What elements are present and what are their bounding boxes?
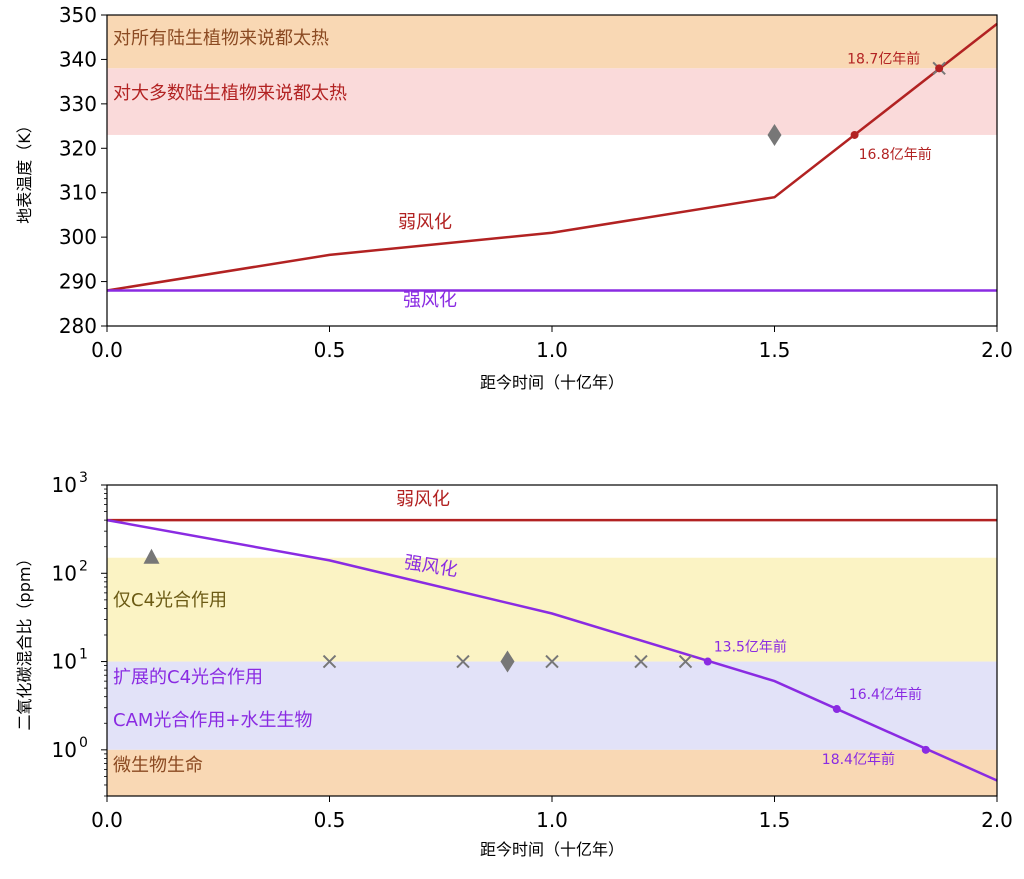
x-tick-label: 0.5 (314, 338, 346, 362)
band-label: CAM光合作用+水生生物 (113, 710, 313, 731)
y-tick-exponent: 3 (79, 470, 88, 486)
band-region (107, 68, 997, 135)
y-tick-exponent: 1 (79, 647, 88, 663)
y-axis-label: 二氧化碳混合比（ppm） (15, 551, 34, 731)
y-tick-label: 350 (59, 3, 97, 27)
annotation-label: 16.4亿年前 (849, 686, 922, 703)
plot-frame (106, 484, 998, 797)
y-tick-label: 280 (59, 314, 97, 338)
y-tick-label: 300 (59, 225, 97, 249)
x-tick-label: 0.0 (91, 808, 123, 832)
annotation-dot (850, 130, 859, 139)
y-tick-exponent: 2 (79, 558, 88, 574)
band-label: 扩展的C4光合作用 (113, 667, 263, 688)
plot-frame (106, 14, 998, 327)
y-tick-label: 10 (52, 650, 77, 674)
series-line-0 (106, 22, 998, 292)
band-region (107, 661, 997, 750)
diamond-marker (767, 123, 782, 146)
annotation-label: 13.5亿年前 (714, 639, 787, 656)
series-line-1 (106, 518, 998, 782)
y-tick-label: 330 (59, 92, 97, 116)
y-axis-label: 地表温度（K） (15, 117, 34, 224)
y-tick-exponent: 0 (79, 735, 88, 751)
annotation-dot (921, 745, 930, 754)
x-axis-label: 距今时间（十亿年） (480, 840, 624, 859)
x-marker (545, 654, 559, 669)
x-tick-label: 0.0 (91, 338, 123, 362)
y-tick-label: 310 (59, 181, 97, 205)
x-marker (678, 654, 693, 669)
y-tick-label: 340 (59, 47, 97, 71)
x-tick-label: 1.5 (759, 338, 791, 362)
y-tick-label: 320 (59, 136, 97, 160)
annotation-dot (703, 657, 712, 666)
x-tick-label: 0.5 (314, 808, 346, 832)
band-region (107, 557, 997, 662)
band-label: 仅C4光合作用 (113, 590, 227, 611)
x-marker (322, 654, 337, 669)
triangle-marker (143, 548, 160, 564)
band-region (107, 749, 997, 796)
band-region (107, 15, 997, 69)
series-label: 弱风化 (396, 489, 450, 510)
y-tick-label: 10 (52, 738, 77, 762)
y-tick-label: 290 (59, 270, 97, 294)
annotation-label: 16.8亿年前 (859, 146, 932, 163)
y-tick-label: 10 (52, 473, 77, 497)
annotation-label: 18.7亿年前 (847, 50, 920, 67)
y-tick-label: 10 (52, 561, 77, 585)
x-tick-label: 2.0 (981, 808, 1013, 832)
annotation-label: 18.4亿年前 (822, 751, 895, 768)
x-tick-label: 1.5 (759, 808, 791, 832)
annotation-dot (832, 705, 841, 714)
band-label: 微生物生命 (113, 755, 203, 776)
diamond-marker (500, 650, 515, 673)
series-label: 强风化 (403, 290, 457, 311)
x-tick-label: 1.0 (536, 338, 568, 362)
band-label: 对大多数陆生植物来说都太热 (113, 83, 347, 104)
x-axis-label: 距今时间（十亿年） (480, 373, 624, 392)
band-label: 对所有陆生植物来说都太热 (113, 28, 329, 49)
x-marker (456, 654, 470, 669)
x-tick-label: 2.0 (981, 338, 1013, 362)
series-label: 弱风化 (398, 212, 452, 233)
x-marker (634, 654, 648, 669)
x-tick-label: 1.0 (536, 808, 568, 832)
annotation-dot (935, 64, 944, 73)
